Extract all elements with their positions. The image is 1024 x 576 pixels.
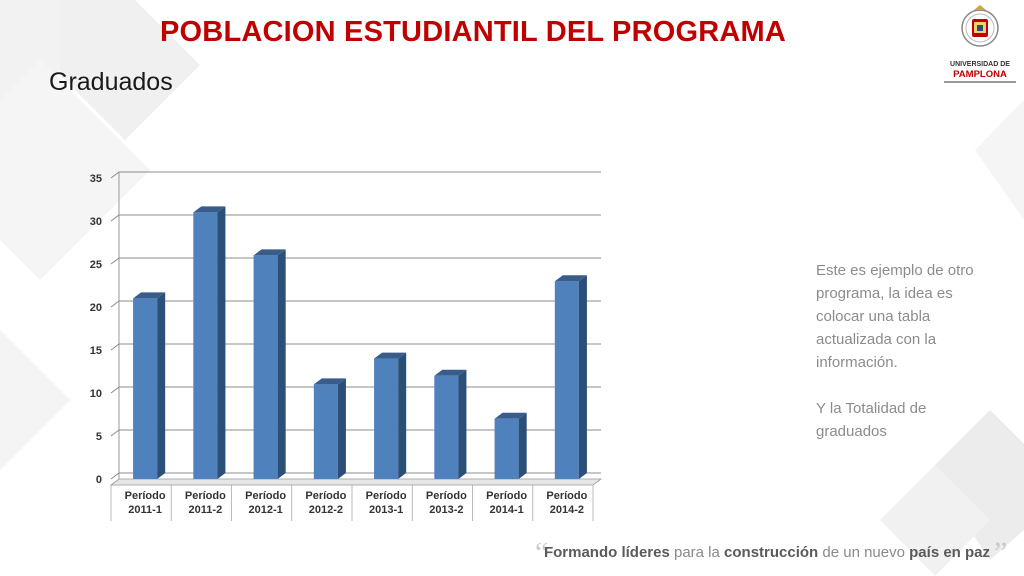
bar-top bbox=[193, 206, 226, 213]
x-tick-label: 2012-2 bbox=[309, 504, 343, 516]
y-tick-label: 15 bbox=[90, 345, 102, 357]
bar bbox=[494, 418, 519, 479]
bar bbox=[253, 255, 278, 479]
graduates-bar-chart: 0 5 10 15 20 25 30 35 Período 2011-1 Período 2011-2… bbox=[90, 171, 603, 521]
page-subtitle: Graduados bbox=[49, 68, 173, 96]
bar-side bbox=[458, 369, 467, 479]
bar bbox=[434, 375, 459, 479]
x-tick-label: Período bbox=[426, 490, 467, 502]
y-tick-label: 0 bbox=[96, 474, 102, 486]
x-tick-label: Período bbox=[366, 490, 407, 502]
gridline-depth bbox=[110, 257, 120, 265]
x-tick-label: 2013-2 bbox=[429, 504, 463, 516]
bar-top bbox=[133, 292, 166, 299]
note-paragraph-1: Este es ejemplo de otro programa, la ide… bbox=[816, 262, 974, 371]
bar-top bbox=[313, 378, 346, 385]
gridline-depth bbox=[110, 300, 120, 308]
logo-divider bbox=[944, 81, 1016, 83]
bar-side bbox=[518, 412, 527, 479]
quote-open-icon: “ bbox=[535, 536, 549, 569]
x-tick-label: Período bbox=[305, 490, 346, 502]
gridline-depth bbox=[110, 472, 120, 480]
bar bbox=[313, 384, 338, 479]
bar-side bbox=[398, 352, 407, 479]
bar-side bbox=[157, 292, 166, 479]
y-tick-label: 30 bbox=[90, 216, 102, 228]
y-tick-label: 35 bbox=[90, 173, 102, 185]
x-tick-label: 2011-2 bbox=[189, 504, 223, 516]
gridline-depth bbox=[110, 429, 120, 437]
x-tick-label: Período bbox=[125, 490, 166, 502]
x-tick-label: 2012-1 bbox=[248, 504, 282, 516]
chart-floor bbox=[109, 478, 603, 486]
x-tick-label: Período bbox=[486, 490, 527, 502]
university-crest-icon bbox=[961, 5, 999, 47]
x-tick-label: 2013-1 bbox=[369, 504, 403, 516]
page-title: POBLACION ESTUDIANTIL DEL PROGRAMA bbox=[160, 16, 787, 48]
bar-top bbox=[253, 249, 286, 256]
gridline-depth bbox=[110, 343, 120, 351]
quote-close-icon: ” bbox=[994, 536, 1008, 569]
bar bbox=[193, 212, 218, 479]
x-tick-label: 2014-2 bbox=[550, 504, 584, 516]
gridline-depth bbox=[110, 171, 120, 179]
y-tick-label: 20 bbox=[90, 302, 102, 314]
note-text: Este es ejemplo de otro programa, la ide… bbox=[816, 259, 991, 443]
bar bbox=[374, 358, 399, 479]
bar-side bbox=[277, 249, 286, 479]
gridline-depth bbox=[110, 386, 120, 394]
x-tick-label: Período bbox=[546, 490, 587, 502]
bar-top bbox=[494, 412, 527, 419]
footer-slogan: Formando líderes para la construcción de… bbox=[543, 544, 990, 561]
x-tick-label: 2011-1 bbox=[128, 504, 162, 516]
bar-side bbox=[217, 206, 226, 479]
x-tick-label: Período bbox=[185, 490, 226, 502]
logo-line2: PAMPLONA bbox=[953, 69, 1007, 80]
logo-line1: UNIVERSIDAD DE bbox=[950, 61, 1010, 68]
bar-top bbox=[434, 369, 467, 376]
gridline-depth bbox=[110, 214, 120, 222]
x-tick-label: Período bbox=[245, 490, 286, 502]
bar-top bbox=[374, 352, 407, 359]
y-tick-label: 25 bbox=[90, 259, 102, 271]
note-paragraph-2: Y la Totalidad de graduados bbox=[816, 400, 927, 440]
y-tick-label: 10 bbox=[90, 388, 102, 400]
bar bbox=[133, 298, 158, 479]
bar-side bbox=[578, 275, 587, 479]
x-tick-label: 2014-1 bbox=[489, 504, 523, 516]
bar-top bbox=[554, 275, 587, 282]
bar bbox=[554, 281, 579, 479]
y-tick-label: 5 bbox=[96, 431, 102, 443]
bar-side bbox=[337, 378, 346, 479]
university-logo: UNIVERSIDAD DE PAMPLONA bbox=[942, 4, 1018, 86]
